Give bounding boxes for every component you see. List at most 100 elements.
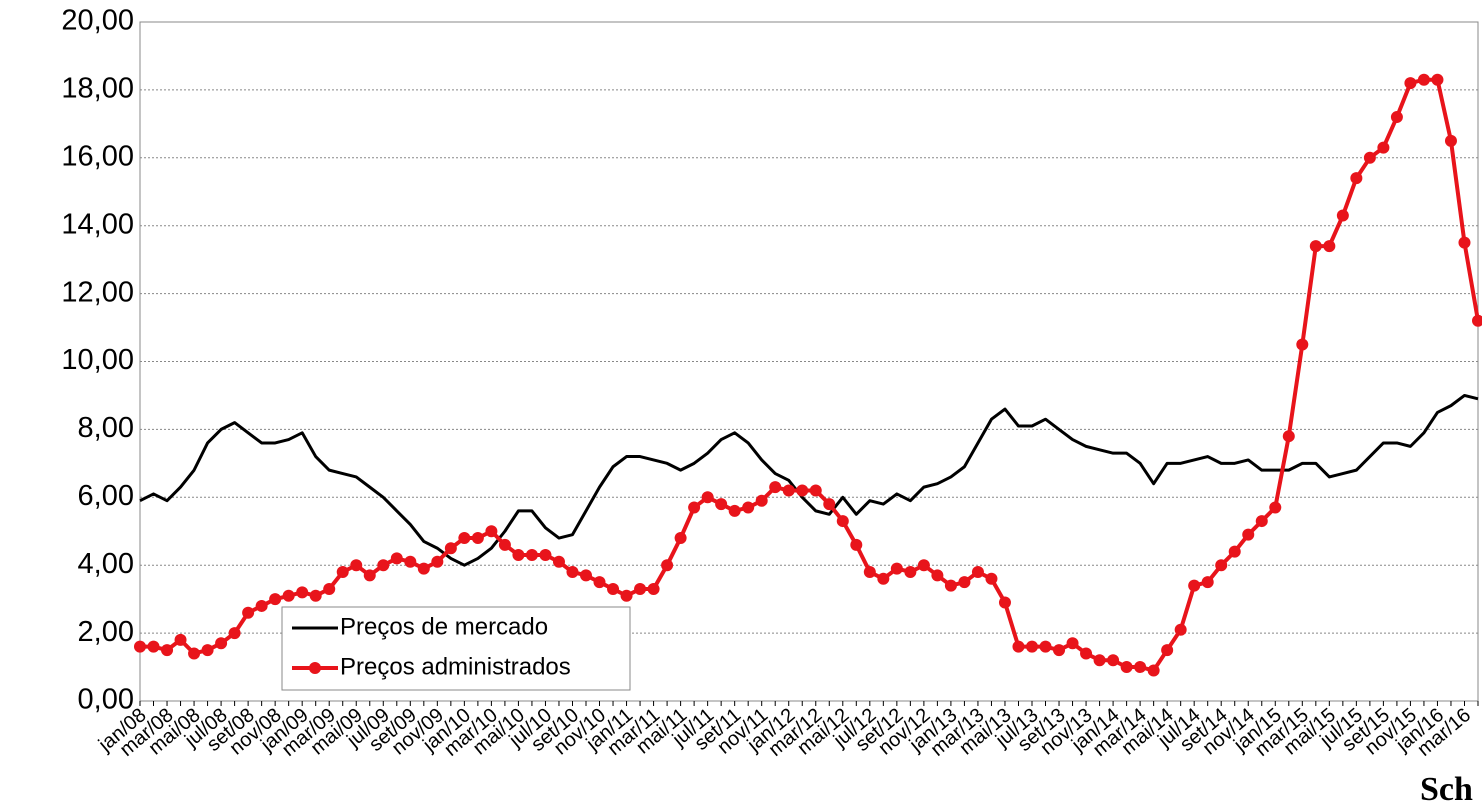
data-point bbox=[863, 565, 876, 578]
data-point bbox=[1309, 240, 1322, 253]
data-point bbox=[917, 559, 930, 572]
data-point bbox=[1039, 640, 1052, 653]
data-point bbox=[1093, 654, 1106, 667]
data-point bbox=[296, 586, 309, 599]
data-point bbox=[823, 498, 836, 511]
data-point bbox=[552, 555, 565, 568]
data-point bbox=[796, 484, 809, 497]
data-point bbox=[647, 582, 660, 595]
legend-label: Preços administrados bbox=[340, 653, 571, 680]
data-point bbox=[323, 582, 336, 595]
data-point bbox=[593, 576, 606, 589]
y-tick-label: 20,00 bbox=[61, 5, 134, 37]
data-point bbox=[269, 593, 282, 606]
y-tick-label: 16,00 bbox=[61, 140, 134, 172]
legend-label: Preços de mercado bbox=[340, 613, 548, 640]
y-tick-label: 4,00 bbox=[78, 548, 134, 580]
data-point bbox=[715, 498, 728, 511]
data-point bbox=[1350, 172, 1363, 185]
data-point bbox=[728, 504, 741, 517]
data-point bbox=[417, 562, 430, 575]
data-point bbox=[228, 627, 241, 640]
data-point bbox=[336, 565, 349, 578]
data-point bbox=[985, 572, 998, 585]
data-point bbox=[512, 549, 525, 562]
data-point bbox=[1296, 338, 1309, 351]
data-point bbox=[1323, 240, 1336, 253]
annotation: Sch bbox=[1420, 771, 1473, 805]
data-point bbox=[1417, 73, 1430, 86]
data-point bbox=[688, 501, 701, 514]
data-point bbox=[755, 494, 768, 507]
legend-marker bbox=[309, 662, 321, 674]
data-point bbox=[904, 565, 917, 578]
data-point bbox=[931, 569, 944, 582]
data-point bbox=[147, 640, 160, 653]
data-point bbox=[1228, 545, 1241, 558]
data-point bbox=[539, 549, 552, 562]
data-point bbox=[1404, 77, 1417, 90]
data-point bbox=[1174, 623, 1187, 636]
data-point bbox=[201, 644, 214, 657]
legend-box bbox=[281, 606, 631, 691]
data-point bbox=[1188, 579, 1201, 592]
y-tick-label: 18,00 bbox=[61, 73, 134, 105]
data-point bbox=[404, 555, 417, 568]
data-point bbox=[566, 565, 579, 578]
data-point bbox=[1242, 528, 1255, 541]
data-point bbox=[1390, 111, 1403, 124]
data-point bbox=[1161, 644, 1174, 657]
data-point bbox=[836, 515, 849, 528]
data-point bbox=[1107, 654, 1120, 667]
data-point bbox=[674, 532, 687, 545]
data-point bbox=[1444, 134, 1457, 147]
data-point bbox=[1134, 661, 1147, 674]
data-point bbox=[350, 559, 363, 572]
data-point bbox=[701, 491, 714, 504]
series-line bbox=[140, 77, 1480, 673]
data-point bbox=[620, 589, 633, 602]
series-line bbox=[139, 393, 1479, 567]
data-point bbox=[971, 565, 984, 578]
data-point bbox=[1431, 73, 1444, 86]
data-point bbox=[282, 589, 295, 602]
data-point bbox=[661, 559, 674, 572]
data-point bbox=[309, 589, 322, 602]
data-point bbox=[944, 579, 957, 592]
data-point bbox=[485, 525, 498, 538]
y-tick-label: 14,00 bbox=[61, 208, 134, 240]
data-point bbox=[215, 637, 228, 650]
data-point bbox=[1336, 209, 1349, 222]
data-point bbox=[1269, 501, 1282, 514]
data-point bbox=[161, 644, 174, 657]
data-point bbox=[363, 569, 376, 582]
data-point bbox=[255, 599, 268, 612]
data-point bbox=[1215, 559, 1228, 572]
data-point bbox=[498, 538, 511, 551]
data-point bbox=[634, 582, 647, 595]
data-point bbox=[390, 552, 403, 565]
data-point bbox=[444, 542, 457, 555]
data-point bbox=[769, 481, 782, 494]
data-point bbox=[134, 640, 146, 653]
data-point bbox=[782, 484, 795, 497]
data-point bbox=[1026, 640, 1038, 653]
data-point bbox=[1282, 430, 1295, 443]
data-point bbox=[1053, 644, 1066, 657]
data-point bbox=[580, 569, 592, 582]
data-point bbox=[471, 532, 484, 545]
y-tick-label: 0,00 bbox=[78, 684, 134, 716]
data-point bbox=[877, 572, 890, 585]
plot-frame bbox=[139, 21, 1479, 702]
data-point bbox=[958, 576, 971, 589]
data-point bbox=[458, 532, 471, 545]
data-point bbox=[174, 633, 187, 646]
data-point bbox=[1377, 141, 1390, 154]
y-tick-label: 12,00 bbox=[61, 276, 134, 308]
data-point bbox=[188, 647, 201, 660]
data-point bbox=[850, 538, 863, 551]
data-point bbox=[742, 501, 755, 514]
data-point bbox=[1066, 637, 1079, 650]
data-point bbox=[1012, 640, 1025, 653]
